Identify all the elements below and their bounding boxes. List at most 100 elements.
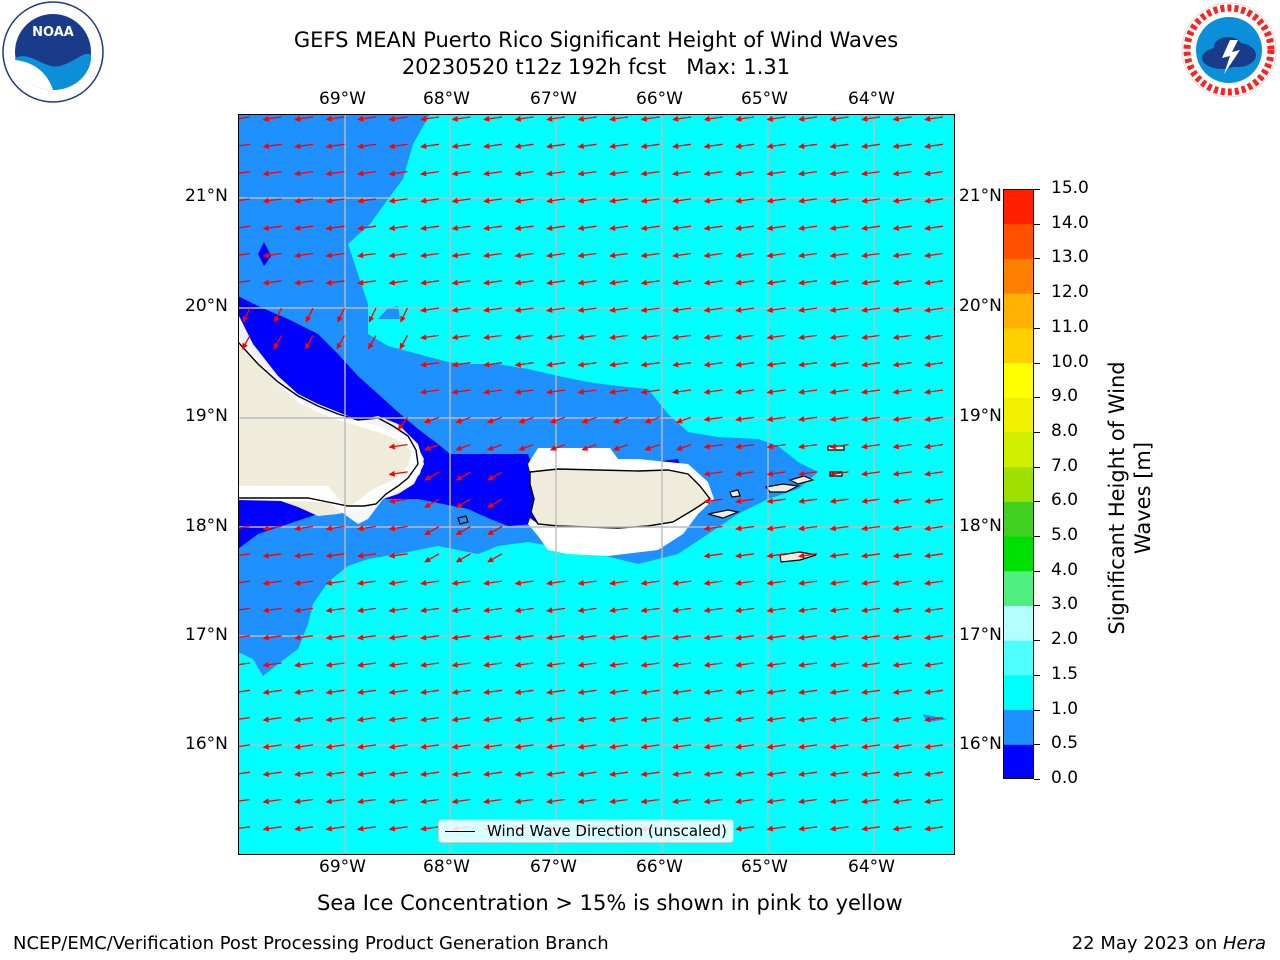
wave-direction-arrow xyxy=(238,170,251,174)
wave-direction-arrowhead xyxy=(357,661,364,668)
wave-direction-arrowhead xyxy=(766,634,774,641)
colorbar-tick-mark xyxy=(1034,709,1040,711)
wave-direction-arrowhead xyxy=(483,306,490,313)
wave-direction-arrowhead xyxy=(388,661,396,668)
wave-direction-arrowhead xyxy=(798,143,805,150)
wave-direction-arrowhead xyxy=(861,334,868,341)
wave-direction-arrowhead xyxy=(829,197,837,204)
wave-direction-arrowhead xyxy=(388,279,396,286)
wave-direction-arrowhead xyxy=(388,225,396,231)
wave-direction-arrowhead xyxy=(640,607,648,614)
wave-direction-arrowhead xyxy=(609,252,616,259)
wave-direction-arrowhead xyxy=(703,279,711,286)
footer-left: NCEP/EMC/Verification Post Processing Pr… xyxy=(13,933,609,954)
wave-direction-arrowhead xyxy=(861,798,868,805)
wave-direction-arrowhead xyxy=(424,474,431,481)
wave-direction-arrowhead xyxy=(798,498,805,504)
wave-direction-arrowhead xyxy=(420,170,427,177)
wave-direction-arrowhead xyxy=(325,634,333,641)
wave-direction-arrowhead xyxy=(483,143,490,150)
wave-direction-arrowhead xyxy=(357,197,364,204)
wave-direction-arrowhead xyxy=(892,525,900,532)
wave-direction-arrowhead xyxy=(829,607,837,614)
map-legend: Wind Wave Direction (unscaled) xyxy=(438,819,734,843)
wave-direction-arrowhead xyxy=(672,798,679,805)
wave-direction-arrowhead xyxy=(455,502,463,508)
wave-direction-arrowhead xyxy=(640,798,648,805)
wave-direction-arrowhead xyxy=(735,197,742,204)
wave-direction-arrowhead xyxy=(892,607,900,614)
wave-direction-arrowhead xyxy=(735,361,742,368)
colorbar-segment xyxy=(1003,189,1034,225)
wave-direction-arrowhead xyxy=(357,225,364,231)
wave-direction-arrowhead xyxy=(924,361,931,368)
wave-direction-arrowhead xyxy=(546,607,553,614)
wave-direction-arrowhead xyxy=(487,474,494,481)
wave-direction-arrowhead xyxy=(892,225,900,231)
wave-direction-arrowhead xyxy=(798,197,805,204)
wave-direction-arrowhead xyxy=(514,115,522,122)
puerto-rico-land xyxy=(530,469,710,528)
wave-direction-arrowhead xyxy=(924,771,931,777)
wave-direction-arrowhead xyxy=(483,798,490,805)
wave-direction-arrowhead xyxy=(388,552,396,559)
wave-direction-arrowhead xyxy=(609,716,616,723)
wave-direction-arrowhead xyxy=(397,423,404,431)
wave-direction-arrowhead xyxy=(577,716,585,723)
wave-direction-arrowhead xyxy=(420,743,427,750)
wave-direction-arrowhead xyxy=(924,579,931,586)
wave-direction-arrowhead xyxy=(483,743,490,750)
wave-direction-arrowhead xyxy=(766,743,774,750)
lon-bottom-label: 69°W xyxy=(319,857,366,877)
wave-direction-arrowhead xyxy=(514,771,522,777)
wave-direction-arrowhead xyxy=(609,279,616,286)
wave-direction-arrowhead xyxy=(305,342,311,350)
colorbar-tick-label: 9.0 xyxy=(1051,386,1079,407)
wave-direction-arrowhead xyxy=(829,416,837,423)
wave-direction-arrowhead xyxy=(609,361,616,368)
wave-direction-arrowhead xyxy=(483,771,490,777)
wave-direction-arrowhead xyxy=(388,470,396,477)
wave-direction-arrowhead xyxy=(892,115,900,122)
wave-direction-arrowhead xyxy=(640,143,648,150)
wave-direction-arrowhead xyxy=(388,579,396,586)
colorbar-tick-label: 15.0 xyxy=(1051,178,1089,198)
wave-direction-arrowhead xyxy=(609,634,616,641)
wave-direction-arrowhead xyxy=(546,689,553,696)
wave-direction-arrowhead xyxy=(924,334,931,341)
colorbar-tick-label: 7.0 xyxy=(1051,455,1079,476)
wave-direction-arrowhead xyxy=(577,252,585,259)
wave-direction-arrowhead xyxy=(924,825,931,832)
wave-direction-arrowhead xyxy=(892,252,900,259)
wave-direction-arrowhead xyxy=(892,197,900,204)
wave-direction-arrowhead xyxy=(514,306,522,313)
wave-direction-arrowhead xyxy=(609,197,616,204)
wave-direction-arrowhead xyxy=(262,661,270,668)
wave-direction-arrowhead xyxy=(861,498,868,504)
chart-subtitle: 20230520 t12z 192h fcst Max: 1.31 xyxy=(401,55,791,79)
wave-direction-arrowhead xyxy=(325,525,333,532)
wave-direction-arrowhead xyxy=(644,417,652,424)
wave-direction-arrowhead xyxy=(451,634,459,641)
lon-top-label: 64°W xyxy=(848,89,895,109)
wave-direction-arrowhead xyxy=(703,689,711,696)
wave-direction-arrowhead xyxy=(766,689,774,696)
wave-direction-arrow xyxy=(238,635,251,639)
lat-left-label: 17°N xyxy=(185,625,228,645)
wave-direction-arrowhead xyxy=(420,825,427,832)
colorbar-segment xyxy=(1003,397,1034,433)
wave-direction-arrowhead xyxy=(294,771,301,777)
colorbar-tick-label: 6.0 xyxy=(1051,490,1079,511)
colorbar-tick-mark xyxy=(1034,293,1040,295)
wave-direction-arrowhead xyxy=(420,197,427,204)
wave-direction-arrowhead xyxy=(388,607,396,614)
wave-direction-arrowhead xyxy=(577,115,585,122)
wave-direction-arrowhead xyxy=(294,552,301,559)
wave-direction-arrowhead xyxy=(703,498,711,504)
colorbar-tick-label: 13.0 xyxy=(1051,247,1089,268)
wave-direction-arrowhead xyxy=(420,225,427,231)
wave-direction-arrowhead xyxy=(388,716,396,723)
wave-direction-arrowhead xyxy=(388,743,396,750)
wave-direction-arrowhead xyxy=(294,170,301,177)
wave-direction-arrowhead xyxy=(357,716,364,723)
